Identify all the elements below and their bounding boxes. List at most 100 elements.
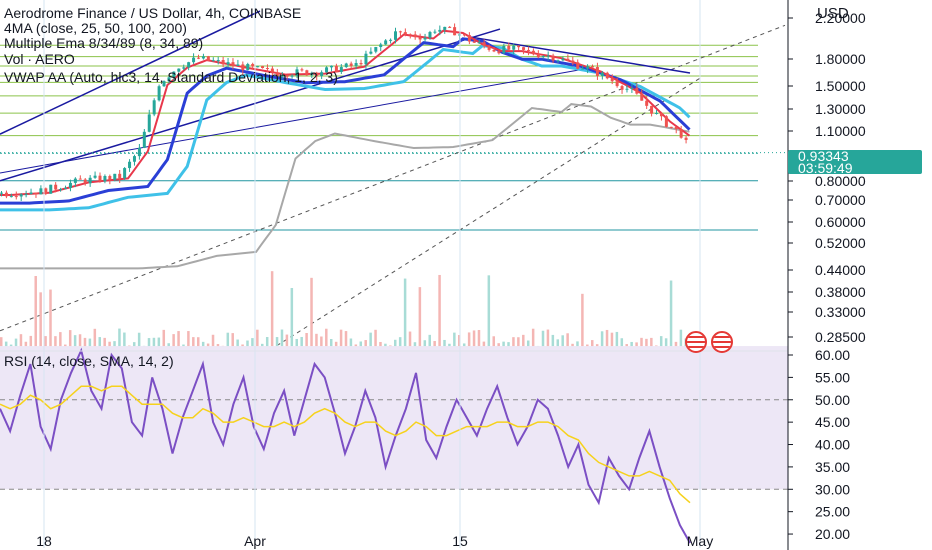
ema34-line: [0, 37, 691, 205]
candle-body: [512, 45, 516, 50]
candle-body: [413, 34, 417, 38]
candle-body: [226, 62, 230, 65]
channel-line: [0, 10, 261, 135]
indicator-4ma-legend[interactable]: 4MA (close, 25, 50, 100, 200): [4, 20, 187, 36]
volume-bar: [231, 333, 234, 350]
volume-bar: [123, 332, 126, 350]
candle-body: [147, 114, 151, 132]
volume-bar: [477, 330, 481, 350]
candle-body: [339, 67, 343, 72]
time-tick-label: 18: [36, 533, 52, 549]
us-flag-event-icon[interactable]: [711, 331, 733, 353]
volume-bar: [280, 329, 284, 350]
volume-bar: [403, 278, 407, 350]
volume-bar: [576, 341, 579, 350]
volume-bar: [344, 331, 348, 350]
currency-label[interactable]: USD: [817, 5, 849, 22]
candle-body: [113, 173, 117, 180]
candle-body: [640, 93, 644, 101]
us-flag-event-icon[interactable]: [685, 331, 707, 353]
volume-bar: [108, 341, 111, 350]
candle-body: [142, 131, 146, 148]
candle-body: [379, 44, 383, 48]
volume-bar: [172, 334, 175, 350]
rsi-tick-label: 40.00: [815, 437, 850, 453]
symbol-title[interactable]: Aerodrome Finance / US Dollar, 4h, COINB…: [4, 5, 302, 21]
candle-body: [418, 37, 422, 40]
candle-body: [394, 31, 397, 40]
candle-body: [270, 68, 274, 73]
volume-bar: [305, 333, 308, 350]
candle-body: [433, 31, 437, 33]
volume-bar: [256, 329, 259, 350]
volume-bar: [334, 341, 338, 350]
candle-body: [428, 32, 432, 38]
candle-body: [118, 173, 122, 179]
volume-bar: [211, 334, 215, 350]
volume-bar: [197, 337, 200, 350]
candle-body: [645, 100, 649, 106]
volume-bar: [620, 338, 624, 350]
volume-bar: [600, 331, 604, 350]
volume-bar: [467, 332, 471, 350]
candle-body: [610, 78, 614, 82]
candle-body: [487, 45, 491, 50]
rsi-pane[interactable]: [0, 346, 788, 548]
price-pane[interactable]: [0, 10, 788, 351]
volume-bar: [349, 338, 353, 350]
volume-bar: [674, 341, 678, 350]
indicator-vwap-legend[interactable]: VWAP AA (Auto, hlc3, 14, Standard Deviat…: [4, 69, 338, 85]
rsi-tick-label: 45.00: [815, 414, 850, 430]
candle-body: [251, 64, 255, 67]
candle-body: [73, 178, 77, 183]
volume-bar: [152, 337, 156, 350]
volume-bar: [14, 338, 18, 350]
volume-bar: [300, 336, 303, 350]
volume-bar: [610, 332, 614, 350]
volume-bar: [113, 341, 116, 350]
candle-body: [571, 60, 575, 63]
candle-body: [123, 168, 127, 179]
price-tick-label: 1.80000: [815, 51, 866, 67]
candle-body: [275, 72, 279, 77]
candle-body: [541, 56, 545, 58]
candle-body: [29, 192, 33, 195]
price-tick-label: 0.28500: [815, 329, 866, 345]
candle-body: [162, 81, 166, 87]
candle-body: [88, 177, 92, 184]
volume-bar: [310, 277, 313, 350]
volume-bar: [433, 341, 436, 350]
volume-bar: [78, 334, 82, 350]
candle-body: [187, 62, 191, 68]
price-tick-label: 2.20000: [815, 10, 866, 26]
axes: 2.20000 1.80000 1.50000 1.30000 1.10000 0.800…: [0, 0, 866, 550]
candle-body: [467, 35, 471, 42]
rsi-tick-label: 60.00: [815, 347, 850, 363]
volume-bar: [270, 271, 274, 350]
volume-bar: [177, 331, 180, 350]
candle-body: [167, 77, 171, 82]
candle-body: [655, 112, 659, 114]
candle-body: [403, 32, 407, 35]
candle-body: [182, 67, 186, 69]
candle-body: [216, 60, 220, 62]
volume-bar: [659, 336, 663, 350]
volume-bar: [428, 334, 431, 350]
rsi-legend[interactable]: RSI (14, close, SMA, 14, 2): [4, 353, 174, 369]
candle-body: [221, 60, 225, 65]
volume-bar: [541, 330, 545, 350]
volume-bar: [418, 287, 422, 350]
rsi-tick-label: 30.00: [815, 481, 850, 497]
candle-body: [206, 56, 210, 61]
volume-bar: [290, 287, 294, 350]
indicator-volume-legend[interactable]: Vol · AERO: [4, 51, 75, 67]
candle-body: [536, 54, 540, 58]
candle-body: [334, 65, 338, 72]
indicator-ema-legend[interactable]: Multiple Ema 8/34/89 (8, 34, 89): [4, 35, 204, 51]
volume-bar: [83, 337, 87, 350]
time-tick-label: Apr: [244, 533, 266, 549]
candle-body: [192, 57, 196, 63]
candle-body: [482, 42, 486, 46]
candle-body: [14, 196, 18, 198]
